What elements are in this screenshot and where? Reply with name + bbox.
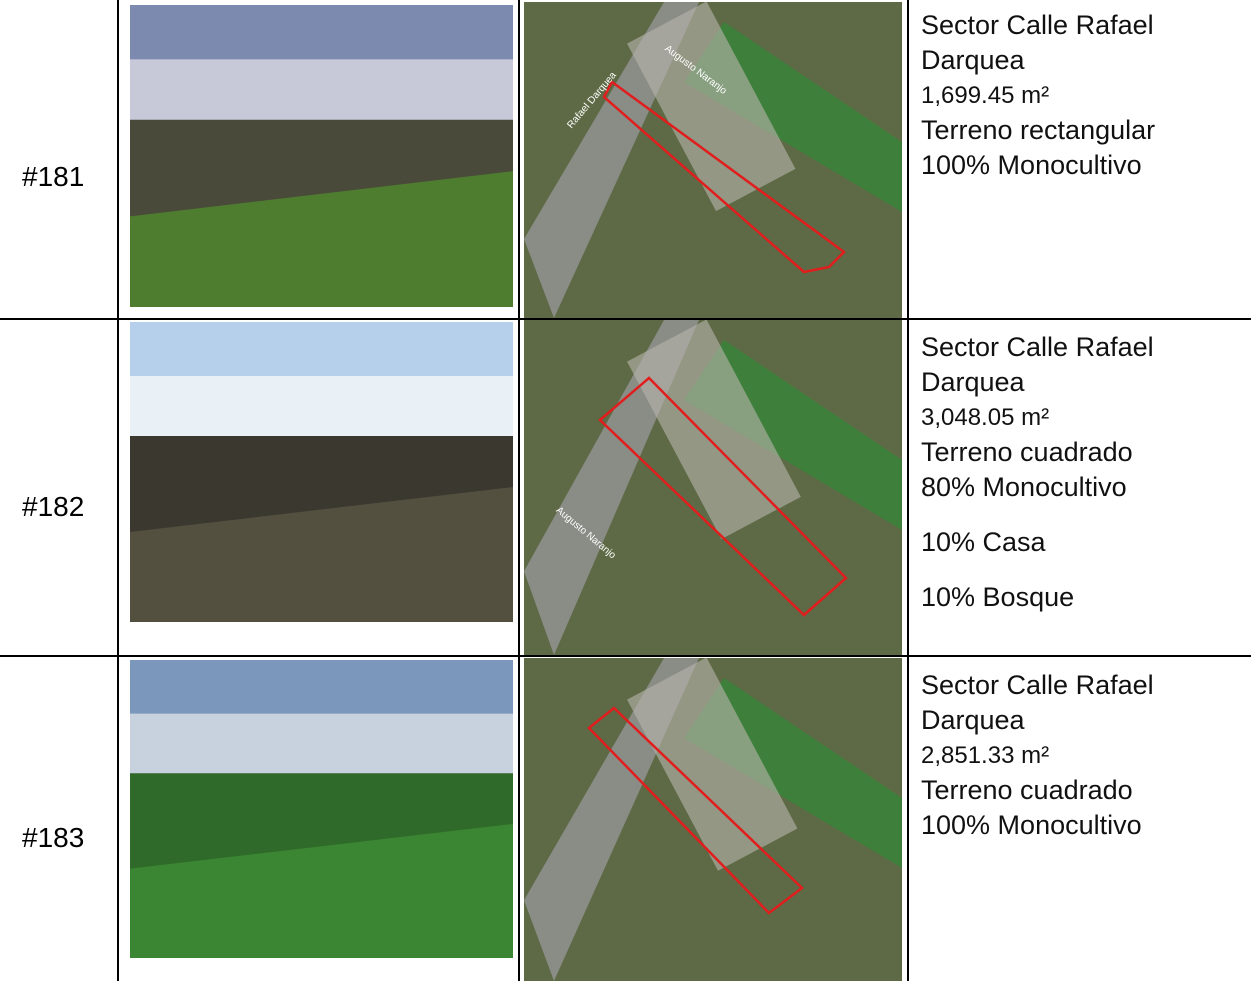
border (907, 0, 909, 981)
row-id: #183 (22, 822, 85, 853)
land-use: 10% Casa (921, 527, 1046, 557)
row-id: #181 (22, 161, 85, 192)
description: Sector Calle Rafael Darquea 3,048.05 m² Te… (921, 330, 1221, 615)
description: Sector Calle Rafael Darquea 2,851.33 m² Te… (921, 668, 1221, 843)
border (518, 0, 520, 981)
land-use: 80% Monocultivo (921, 472, 1127, 502)
map (524, 658, 902, 981)
shape: Terreno cuadrado (921, 437, 1133, 467)
field-green (130, 823, 513, 958)
border (117, 0, 119, 981)
border (0, 655, 1251, 657)
sky-top (130, 660, 513, 714)
description: Sector Calle Rafael Darquea 1,699.45 m² Te… (921, 8, 1221, 183)
location: Sector Calle Rafael Darquea (921, 332, 1154, 397)
photo (130, 5, 513, 307)
row-id: #182 (22, 490, 85, 522)
location: Sector Calle Rafael Darquea (921, 10, 1154, 75)
shape: Terreno rectangular (921, 115, 1156, 145)
border (0, 318, 1251, 320)
parcel-outline (602, 80, 846, 274)
land-use: 10% Bosque (921, 582, 1075, 612)
buildings (627, 658, 798, 871)
land-use: 100% Monocultivo (921, 150, 1142, 180)
land-use: 100% Monocultivo (921, 810, 1142, 840)
sky-top (130, 5, 513, 60)
photo (130, 322, 513, 622)
field-green (130, 487, 513, 622)
field-green (130, 171, 513, 307)
area: 3,048.05 m² (921, 404, 1050, 431)
area: 1,699.45 m² (921, 82, 1050, 109)
parcel-outline (587, 706, 804, 915)
photo (130, 660, 513, 958)
location: Sector Calle Rafael Darquea (921, 670, 1154, 735)
parcel-outline (598, 376, 848, 617)
shape: Terreno cuadrado (921, 775, 1133, 805)
buildings (627, 320, 801, 540)
sky-top (130, 322, 513, 376)
buildings (627, 2, 796, 212)
area: 2,851.33 m² (921, 742, 1050, 769)
map: Augusto Naranjo (524, 320, 902, 655)
